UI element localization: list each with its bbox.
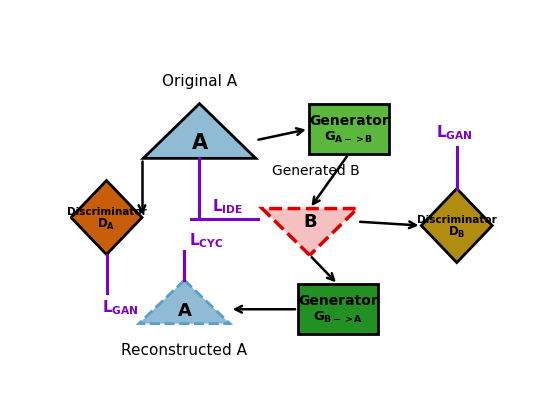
Text: D$_\mathregular{A}$: D$_\mathregular{A}$ (98, 217, 116, 232)
Text: L$_\mathregular{GAN}$: L$_\mathregular{GAN}$ (436, 123, 473, 142)
Polygon shape (143, 104, 256, 158)
Text: L$_\mathregular{GAN}$: L$_\mathregular{GAN}$ (102, 298, 139, 317)
Text: Generator: Generator (309, 114, 388, 128)
Text: Reconstructed A: Reconstructed A (121, 343, 247, 358)
Text: A: A (191, 133, 208, 153)
Text: Original A: Original A (162, 74, 237, 89)
Text: B: B (303, 213, 316, 231)
Polygon shape (139, 280, 230, 324)
FancyBboxPatch shape (298, 284, 378, 334)
Text: D$_\mathregular{B}$: D$_\mathregular{B}$ (448, 225, 465, 240)
Text: G$_\mathregular{B->A}$: G$_\mathregular{B->A}$ (313, 310, 363, 325)
Text: Generator: Generator (298, 294, 378, 308)
Text: Generated B: Generated B (272, 163, 359, 178)
Text: Discriminator: Discriminator (66, 207, 146, 217)
Polygon shape (421, 189, 492, 263)
Polygon shape (71, 181, 142, 255)
Polygon shape (262, 209, 357, 255)
Text: L$_\mathregular{IDE}$: L$_\mathregular{IDE}$ (213, 197, 244, 216)
Text: A: A (177, 303, 191, 321)
Text: G$_\mathregular{A->B}$: G$_\mathregular{A->B}$ (324, 130, 373, 145)
Text: Discriminator: Discriminator (417, 215, 497, 225)
Text: L$_\mathregular{CYC}$: L$_\mathregular{CYC}$ (189, 231, 223, 250)
FancyBboxPatch shape (309, 104, 389, 154)
